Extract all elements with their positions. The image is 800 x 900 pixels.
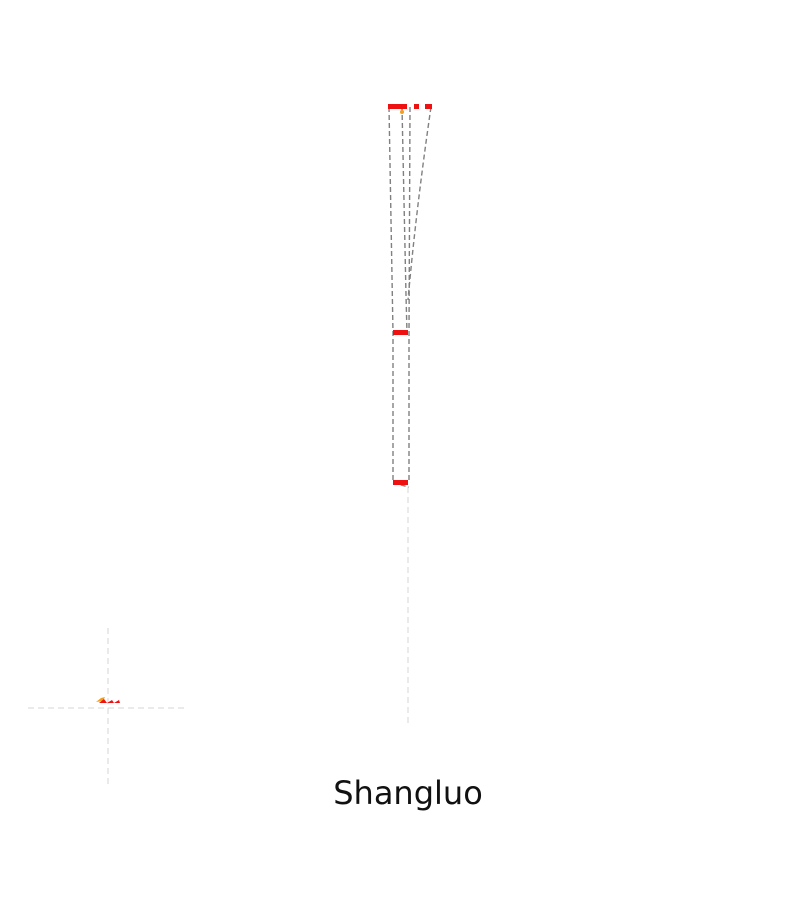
- inset-shape-red: [99, 699, 120, 703]
- location-marker: [400, 110, 404, 114]
- highlight-segments: [388, 104, 432, 485]
- district-boundary-inner-east: [408, 106, 411, 483]
- highlight-middle: [393, 330, 408, 335]
- map-title: Shangluo: [333, 774, 483, 812]
- highlight-top-dash-2: [425, 104, 432, 109]
- district-boundary-west: [388, 106, 394, 483]
- highlight-top-dash-1: [414, 104, 419, 109]
- highlight-bottom: [393, 480, 408, 485]
- inset-map: [96, 697, 120, 703]
- district-boundary-inner-west: [401, 106, 408, 334]
- district-boundaries: [388, 106, 432, 488]
- district-boundary-east: [407, 106, 432, 301]
- highlight-top-west: [388, 104, 407, 109]
- guide-lines: [28, 487, 409, 788]
